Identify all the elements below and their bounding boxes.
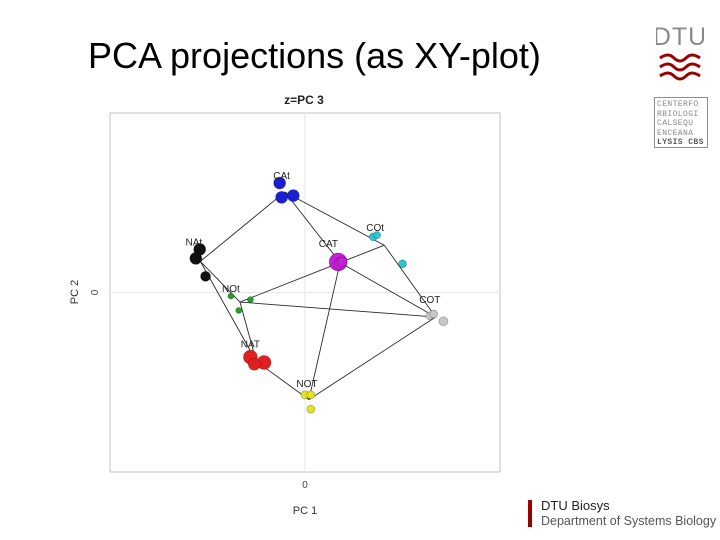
data-point	[373, 231, 381, 239]
cbs-logo: CENTERFO RBIOLOGI CALSEQU ENCEANA LYSIS …	[654, 97, 708, 148]
group-label: CAt	[273, 171, 290, 182]
connection-line	[200, 191, 286, 262]
connection-line	[284, 191, 385, 246]
dtu-wave	[659, 71, 701, 81]
connection-line	[339, 262, 436, 318]
data-point	[306, 404, 316, 414]
y-tick-label: 0	[90, 289, 101, 295]
data-point	[275, 191, 288, 204]
group-label: NOt	[222, 284, 240, 295]
data-point	[227, 292, 235, 300]
data-point	[189, 252, 203, 265]
slide-title: PCA projections (as XY-plot)	[88, 35, 541, 76]
data-point	[429, 309, 439, 319]
cbs-logo-row: ENCEANA	[657, 128, 694, 138]
x-axis-label: PC 1	[293, 505, 317, 517]
connection-line	[339, 244, 385, 264]
connection-line	[383, 244, 437, 318]
data-point	[248, 357, 261, 371]
group-label: CAT	[319, 239, 338, 250]
connection-line	[284, 191, 341, 263]
cbs-logo-row: RBIOLOGI	[657, 109, 699, 119]
dtu-logo: DTU	[656, 23, 704, 81]
connection-line	[239, 301, 436, 318]
data-point	[235, 307, 242, 314]
footer-accent-bar	[528, 500, 532, 527]
x-tick-label: 0	[302, 480, 308, 491]
dtu-wave-mark	[659, 53, 701, 81]
data-point	[200, 271, 211, 282]
cbs-logo-row: LYSIS CBS	[657, 138, 704, 147]
chart-title: z=PC 3	[284, 93, 324, 107]
group-label: COt	[366, 223, 384, 234]
data-point	[287, 189, 300, 202]
group-label: COT	[419, 295, 440, 306]
y-axis-label: PC 2	[69, 280, 81, 304]
data-point	[438, 316, 449, 327]
connection-line	[239, 262, 341, 303]
cbs-logo-row: CENTERFO	[657, 100, 699, 109]
data-point	[398, 259, 407, 269]
data-point	[273, 176, 286, 190]
group-label: NAT	[241, 340, 260, 351]
data-point	[247, 296, 254, 303]
footer-department: Department of Systems Biology	[541, 514, 717, 528]
data-point	[306, 390, 316, 400]
group-label: NOT	[296, 379, 317, 390]
dtu-logo-text: DTU	[656, 23, 704, 51]
cbs-logo-row: CALSEQU	[657, 119, 694, 128]
data-point	[336, 256, 348, 268]
group-label: NAt	[186, 237, 203, 248]
connection-line	[308, 316, 436, 400]
dtu-wave	[659, 53, 701, 63]
connection-line	[308, 262, 341, 400]
dtu-wave	[659, 62, 701, 72]
footer-brand: DTU Biosys	[541, 498, 610, 513]
